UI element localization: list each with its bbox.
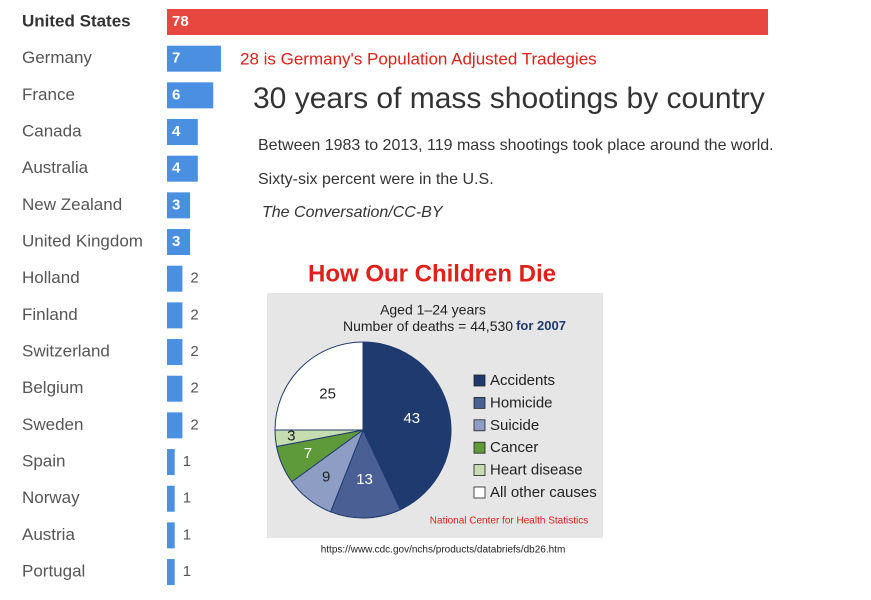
pie-slice (274, 341, 364, 431)
pie-title: How Our Children Die (308, 260, 556, 287)
slice-label: 13 (356, 471, 373, 488)
value-label: 6 (172, 86, 180, 103)
category-label: Canada (22, 121, 82, 140)
value-label: 78 (172, 13, 189, 30)
category-label: Finland (22, 305, 78, 324)
bar (167, 522, 175, 549)
bar (167, 559, 175, 586)
subtitle: Sixty-six percent were in the U.S. (258, 171, 494, 188)
value-label: 2 (190, 270, 198, 287)
chart-title: 30 years of mass shootings by country (253, 82, 765, 115)
category-label: Spain (22, 452, 65, 471)
value-label: 1 (183, 453, 191, 470)
bar (167, 265, 183, 292)
slice-label: 3 (287, 428, 295, 445)
legend-swatch (473, 374, 486, 387)
value-label: 4 (172, 123, 181, 140)
category-label: New Zealand (22, 195, 122, 214)
category-label: United Kingdom (22, 232, 143, 251)
value-label: 2 (190, 416, 198, 433)
annotation: 28 is Germany's Population Adjusted Trad… (240, 49, 597, 68)
pie-slice (362, 341, 452, 511)
category-label: Sweden (22, 415, 83, 434)
legend-label: Heart disease (490, 462, 583, 479)
pie-subtitle-main: Number of deaths = 44,530 (343, 318, 513, 334)
value-label: 3 (172, 196, 180, 213)
bar (167, 119, 198, 146)
legend-swatch (473, 419, 486, 432)
bar (167, 375, 183, 402)
value-label: 3 (172, 233, 180, 250)
bar (167, 412, 183, 439)
category-label: Australia (22, 158, 89, 177)
category-label: Switzerland (22, 342, 110, 361)
pie-subtitle: Aged 1–24 years (380, 302, 486, 318)
legend-swatch (473, 441, 486, 454)
subtitle: Between 1983 to 2013, 119 mass shootings… (258, 137, 774, 154)
legend-swatch (473, 396, 486, 409)
legend-label: Homicide (490, 394, 553, 411)
legend-label: All other causes (490, 484, 597, 501)
value-label: 2 (190, 380, 198, 397)
bar (167, 192, 191, 219)
category-label: Norway (22, 488, 80, 507)
pie-source: National Center for Health Statistics (430, 516, 588, 527)
bar (167, 302, 183, 329)
pie-slice (329, 428, 402, 519)
value-label: 2 (190, 343, 198, 360)
bar (167, 339, 183, 366)
bar (167, 155, 198, 182)
slice-label: 25 (319, 386, 336, 403)
bar (167, 449, 175, 476)
bar (167, 82, 214, 109)
slice-label: 43 (403, 410, 420, 427)
bar (167, 45, 221, 72)
category-label: Holland (22, 268, 80, 287)
legend-swatch (473, 464, 486, 477)
legend-label: Accidents (490, 372, 555, 389)
pie-subtitle: Number of deaths = 44,530 for 2007 (343, 318, 566, 334)
legend-label: Cancer (490, 439, 538, 456)
value-label: 2 (190, 306, 198, 323)
value-label: 4 (172, 160, 181, 177)
category-label: Germany (22, 48, 92, 67)
category-label: France (22, 85, 75, 104)
legend-swatch (473, 486, 486, 499)
pie-subtitle-year: for 2007 (516, 318, 566, 333)
value-label: 1 (183, 563, 191, 580)
legend-label: Suicide (490, 417, 539, 434)
value-label: 1 (183, 490, 191, 507)
value-label: 1 (183, 526, 191, 543)
bar (167, 485, 175, 512)
bar (167, 9, 768, 35)
category-label: United States (22, 11, 131, 30)
source: The Conversation/CC-BY (262, 204, 444, 221)
url: https://www.cdc.gov/nchs/products/databr… (321, 545, 566, 556)
category-label: Belgium (22, 378, 83, 397)
slice-label: 9 (322, 468, 330, 485)
slice-label: 7 (304, 445, 312, 462)
bar (167, 229, 191, 256)
category-label: Portugal (22, 562, 85, 581)
category-label: Austria (22, 525, 75, 544)
value-label: 7 (172, 50, 180, 67)
